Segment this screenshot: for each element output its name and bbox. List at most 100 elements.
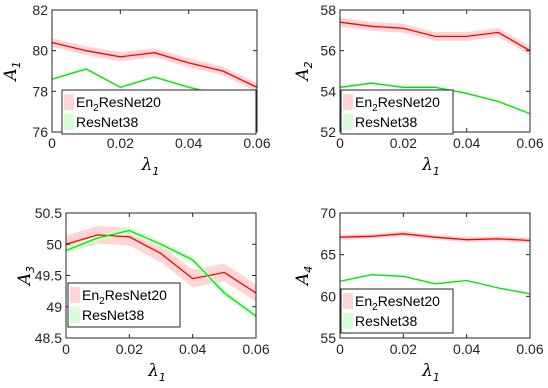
y-axis-label: A2 — [293, 61, 315, 82]
x-axis-label: λ1 — [141, 155, 160, 178]
x-axis-label-main: λ — [141, 155, 153, 175]
x-axis-label-main: λ — [147, 361, 159, 381]
y-tick-label: 65 — [320, 247, 336, 263]
x-tick-label: 0.02 — [116, 341, 143, 357]
legend-label-rest: ResNet20 — [378, 94, 440, 110]
x-axis-label: λ1 — [421, 361, 440, 384]
y-axis-label: A4 — [293, 266, 315, 287]
legend-label-main: ResNet38 — [76, 114, 138, 130]
legend-label-rest: ResNet20 — [99, 94, 161, 110]
y-tick-label: 52 — [320, 124, 336, 140]
x-tick-label: 0.02 — [390, 341, 417, 357]
y-axis-label-sub: 2 — [302, 61, 315, 68]
y-tick-label: 49 — [46, 299, 62, 315]
x-tick-label: 0 — [336, 135, 344, 151]
x-tick-label: 0.04 — [453, 341, 480, 357]
x-axis-label-sub: 1 — [159, 371, 166, 384]
legend-label-main: En — [355, 293, 372, 309]
x-tick-label: 0.04 — [179, 341, 206, 357]
legend-box — [67, 282, 181, 328]
x-axis-label-sub: 1 — [152, 165, 159, 178]
legend-box — [340, 89, 454, 135]
legend-swatch — [343, 114, 353, 130]
legend-swatch — [64, 94, 74, 110]
y-tick-label: 70 — [320, 205, 336, 221]
legend-swatch — [343, 94, 353, 110]
y-tick-label: 82 — [32, 2, 48, 18]
legend-box — [61, 89, 257, 135]
y-tick-label: 55 — [320, 330, 336, 346]
y-axis-label-sub: 1 — [10, 61, 23, 68]
legend-box — [340, 288, 454, 334]
y-tick-label: 56 — [320, 43, 336, 59]
y-axis-label-sub: 4 — [302, 266, 315, 273]
x-tick-label: 0.04 — [453, 135, 480, 151]
legend-label-main: ResNet38 — [355, 114, 417, 130]
y-tick-label: 50 — [46, 236, 62, 252]
series-band-2 — [66, 227, 256, 320]
legend-swatch — [64, 114, 74, 130]
legend-label-sub: 2 — [372, 302, 378, 313]
x-tick-label: 0 — [62, 341, 70, 357]
x-tick-label: 0.06 — [516, 135, 543, 151]
legend-label: En2ResNet20 — [76, 94, 161, 114]
y-axis-label-main: A — [293, 273, 313, 287]
y-axis-label-main: A — [15, 273, 35, 287]
legend-label-sub: 2 — [93, 103, 99, 114]
y-tick-label: 54 — [320, 83, 336, 99]
legend-swatch — [343, 293, 353, 309]
legend-label-main: En — [355, 94, 372, 110]
x-axis-label: λ1 — [147, 361, 166, 384]
y-tick-label: 60 — [320, 288, 336, 304]
legend-label-sub: 2 — [372, 103, 378, 114]
legend-swatch — [343, 313, 353, 329]
legend-label: ResNet38 — [355, 313, 417, 329]
legend-label-main: En — [82, 287, 99, 303]
x-axis-label-sub: 1 — [433, 165, 440, 178]
y-axis-label-main: A — [293, 68, 313, 82]
y-axis-label: A1 — [1, 61, 23, 82]
legend-label-main: ResNet38 — [355, 313, 417, 329]
legend-label: En2ResNet20 — [355, 293, 440, 313]
y-tick-label: 58 — [320, 2, 336, 18]
x-tick-label: 0 — [336, 341, 344, 357]
y-tick-label: 78 — [32, 83, 48, 99]
legend-label-main: ResNet38 — [82, 307, 144, 323]
plot-area — [339, 212, 531, 339]
y-tick-label: 76 — [32, 124, 48, 140]
chart-panel-3: 0 0.02 0.04 0.06 48.5 49 49.5 50 50.5 λ1 A3 En2ResN… — [15, 205, 270, 384]
y-tick-label: 48.5 — [35, 330, 62, 346]
chart-panel-4: 0 0.02 0.04 0.0655606570λ1A4En2ResNet20ResN… — [293, 205, 544, 384]
x-tick-label: 0.06 — [516, 341, 543, 357]
x-tick-label: 0.06 — [243, 135, 270, 151]
x-tick-label: 0.04 — [175, 135, 202, 151]
legend-label-rest: ResNet20 — [378, 293, 440, 309]
x-axis-label-main: λ — [421, 155, 433, 175]
legend-swatch — [70, 307, 80, 323]
chart-panel-1: 0 0.02 0.04 0.0676788082λ1A1En2ResNet20ResN… — [1, 2, 271, 178]
legend-swatch — [70, 287, 80, 303]
legend-label: ResNet38 — [76, 114, 138, 130]
x-tick-label: 0.02 — [107, 135, 134, 151]
y-tick-label: 50.5 — [35, 205, 62, 221]
chart-panel-2: 0 0.02 0.04 0.0652545658λ1A2En2ResNet20ResN… — [293, 2, 544, 178]
y-tick-label: 49.5 — [35, 268, 62, 284]
legend-label: En2ResNet20 — [82, 287, 167, 307]
legend-label: En2ResNet20 — [355, 94, 440, 114]
x-axis-label-main: λ — [421, 361, 433, 381]
x-axis-label: λ1 — [421, 155, 440, 178]
series-band-1 — [52, 38, 257, 92]
y-axis-label: A3 — [15, 266, 37, 287]
legend-label-sub: 2 — [99, 296, 105, 307]
legend-label-rest: ResNet20 — [105, 287, 167, 303]
series-band-1 — [66, 226, 256, 302]
y-axis-label-sub: 3 — [24, 266, 37, 273]
y-tick-label: 80 — [32, 43, 48, 59]
y-axis-label-main: A — [1, 68, 21, 82]
legend-label: ResNet38 — [355, 114, 417, 130]
